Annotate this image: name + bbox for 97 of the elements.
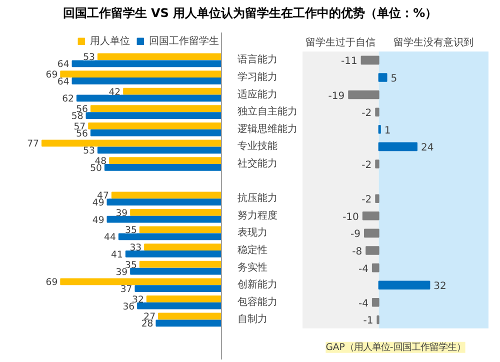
- bar: [375, 160, 380, 168]
- y-tick-label: 逻辑思维能力: [238, 122, 298, 135]
- data-label: 24: [420, 142, 434, 154]
- bar: [137, 302, 222, 310]
- data-label: -2: [362, 160, 372, 171]
- bar: [90, 129, 222, 136]
- bar: [72, 60, 222, 68]
- bar: [60, 278, 222, 286]
- bar: [146, 296, 222, 302]
- bar: [72, 78, 222, 84]
- bar: [139, 260, 222, 268]
- legend-label: 用人单位: [90, 34, 130, 48]
- bar: [375, 194, 380, 203]
- data-label: 53: [83, 52, 96, 64]
- y-tick-label: 适应能力: [238, 88, 278, 100]
- data-label: 42: [108, 86, 121, 98]
- bar: [104, 164, 222, 171]
- bar: [378, 73, 388, 82]
- bar: [366, 246, 380, 255]
- bar: [97, 146, 222, 154]
- text: GAP（用人单位-回国工作留学生）: [326, 342, 466, 353]
- bar: [139, 226, 222, 234]
- data-label: 32: [434, 281, 446, 292]
- y-tick-label: 务实性: [238, 261, 268, 274]
- bar: [60, 70, 222, 78]
- y-tick-label: 努力程度: [238, 209, 278, 222]
- bar: [109, 157, 222, 164]
- data-label: -10: [342, 212, 359, 223]
- legend-label: 回国工作留学生: [149, 34, 219, 48]
- y-tick-label: 包容能力: [238, 296, 278, 308]
- bar: [118, 233, 222, 240]
- data-label: -2: [362, 194, 372, 206]
- data-label: 44: [104, 232, 116, 244]
- bar: [88, 122, 222, 130]
- bar: [372, 263, 380, 272]
- y-tick-label: 社交能力: [238, 157, 278, 170]
- y-tick-label: 表现力: [238, 226, 268, 239]
- data-label: 77: [27, 138, 40, 150]
- y-tick-label: 抗压能力: [238, 192, 278, 204]
- y-tick-label: 稳定性: [238, 244, 268, 256]
- data-label: 35: [125, 225, 137, 236]
- bar: [364, 228, 380, 238]
- data-label: 41: [111, 249, 123, 260]
- data-label: -8: [352, 246, 362, 258]
- data-label: 49: [92, 214, 104, 226]
- data-label: 39: [116, 208, 128, 219]
- bar: [106, 198, 222, 206]
- data-label: -4: [358, 264, 368, 275]
- data-label: 69: [46, 70, 58, 81]
- data-label: 62: [62, 94, 74, 105]
- bar: [41, 140, 222, 147]
- data-label: 39: [116, 266, 128, 278]
- bar: [378, 142, 418, 152]
- data-label: -2: [362, 108, 372, 120]
- data-label: -1: [363, 316, 374, 327]
- bar: [144, 244, 222, 250]
- bar: [111, 192, 222, 199]
- data-label: 1: [384, 125, 391, 136]
- bar: [372, 298, 380, 307]
- band-label: 留学生过于自信: [306, 36, 376, 48]
- bar: [123, 88, 222, 95]
- data-label: 37: [120, 284, 132, 296]
- data-label: 36: [122, 301, 135, 312]
- data-label: 64: [57, 59, 70, 70]
- y-tick-label: 专业技能: [238, 140, 278, 152]
- y-tick-label: 独立自主能力: [238, 106, 298, 118]
- data-label: 53: [83, 146, 96, 157]
- data-label: -11: [340, 56, 358, 68]
- bar: [76, 94, 222, 102]
- bar: [106, 216, 222, 223]
- bar: [134, 285, 222, 292]
- data-label: -9: [350, 229, 361, 240]
- bar: [348, 90, 380, 100]
- bar: [97, 53, 222, 60]
- data-label: -19: [328, 90, 345, 102]
- text: 回国工作留学生 VS 用人单位认为留学生在工作中的优势（单位：%）: [62, 5, 438, 22]
- bar: [86, 112, 222, 119]
- data-label: 32: [132, 294, 144, 306]
- y-tick-label: 创新能力: [238, 278, 278, 291]
- bar: [130, 268, 222, 275]
- bar: [362, 212, 380, 220]
- band-label: 留学生没有意识到: [394, 36, 474, 48]
- bar: [360, 56, 380, 65]
- data-label: -4: [358, 298, 368, 310]
- bar: [375, 108, 380, 116]
- bar: [378, 280, 430, 290]
- bar: [125, 250, 222, 258]
- data-label: 69: [46, 277, 58, 288]
- bar: [90, 105, 222, 112]
- bar: [156, 320, 222, 327]
- y-tick-label: 自制力: [238, 313, 268, 326]
- y-tick-label: 学习能力: [238, 70, 278, 83]
- y-tick-label: 语言能力: [238, 54, 278, 66]
- data-label: 5: [390, 73, 398, 84]
- bar: [158, 312, 222, 320]
- data-label: 64: [57, 76, 70, 88]
- bar: [130, 208, 222, 216]
